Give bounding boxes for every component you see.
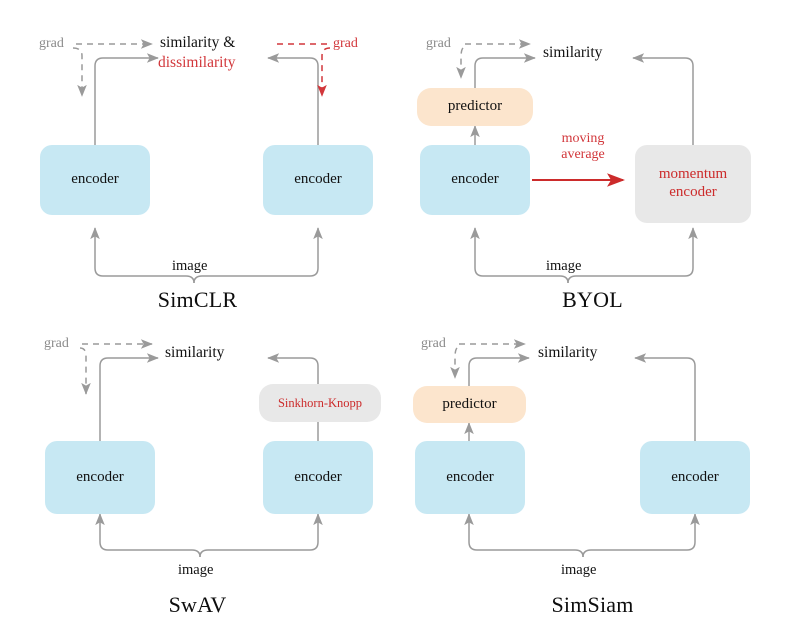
- node-label: encoder: [451, 171, 499, 188]
- simclr-connectors: [72, 39, 331, 284]
- node-predictor[interactable]: predictor: [413, 386, 526, 423]
- node-encoder-left[interactable]: encoder: [40, 145, 150, 215]
- node-sinkhorn-knopp[interactable]: Sinkhorn-Knopp: [259, 384, 381, 422]
- label-image: image: [178, 562, 214, 578]
- node-label: encoder: [294, 468, 342, 485]
- node-encoder-left[interactable]: encoder: [420, 145, 530, 215]
- node-momentum-encoder[interactable]: momentum encoder: [635, 145, 751, 223]
- swav-connectors: [79, 339, 323, 558]
- label-image: image: [546, 258, 582, 274]
- node-label: encoder: [446, 468, 494, 485]
- node-predictor[interactable]: predictor: [417, 88, 533, 126]
- node-encoder-left[interactable]: encoder: [45, 441, 155, 514]
- node-label: predictor: [442, 395, 497, 412]
- node-encoder-right[interactable]: encoder: [263, 441, 373, 514]
- label-moving-average: moving average: [561, 131, 605, 163]
- panel-simclr: encoder encoder grad grad similarity & d…: [0, 0, 395, 318]
- label-grad-left: grad: [426, 36, 451, 51]
- label-grad-left: grad: [44, 336, 69, 351]
- byol-connectors: [456, 39, 698, 284]
- node-label: momentum encoder: [658, 166, 728, 200]
- label-objective-line2: dissimilarity: [158, 54, 236, 71]
- node-label: encoder: [671, 468, 719, 485]
- panel-title-swav: SwAV: [168, 592, 227, 617]
- node-label: encoder: [71, 171, 119, 188]
- label-image: image: [172, 258, 208, 274]
- panel-title-simsiam: SimSiam: [551, 592, 634, 617]
- label-objective: similarity: [543, 44, 603, 61]
- node-encoder-right[interactable]: encoder: [263, 145, 373, 215]
- simsiam-connectors: [450, 339, 700, 558]
- label-image: image: [561, 562, 597, 578]
- panel-byol: predictor encoder momentum encoder grad …: [395, 0, 790, 318]
- panel-swav: encoder encoder Sinkhorn-Knopp grad simi…: [0, 318, 395, 636]
- label-grad-left: grad: [421, 336, 446, 351]
- node-label: encoder: [76, 468, 124, 485]
- node-label: Sinkhorn-Knopp: [277, 395, 363, 410]
- label-objective: similarity: [538, 344, 598, 361]
- panel-title-byol: BYOL: [562, 287, 623, 312]
- label-objective: similarity: [165, 344, 225, 361]
- label-grad-right: grad: [333, 36, 358, 51]
- panel-title-simclr: SimCLR: [157, 287, 238, 312]
- label-grad-left: grad: [39, 36, 64, 51]
- label-objective-line1: similarity &: [160, 34, 236, 51]
- node-encoder-left[interactable]: encoder: [415, 441, 525, 514]
- node-encoder-right[interactable]: encoder: [640, 441, 750, 514]
- node-label: predictor: [447, 98, 503, 115]
- panel-simsiam: predictor encoder encoder grad similarit…: [395, 318, 790, 636]
- node-label: encoder: [294, 171, 342, 188]
